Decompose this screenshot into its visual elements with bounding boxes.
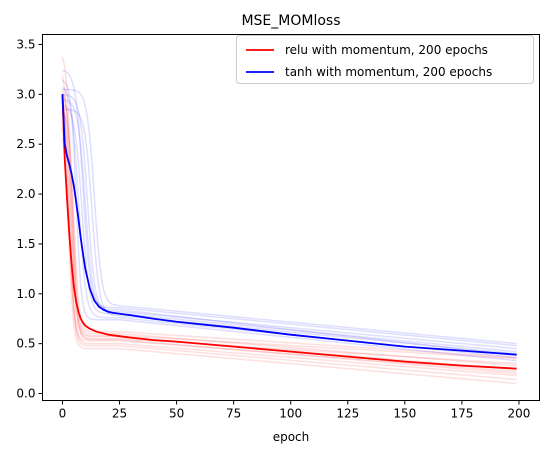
run-line <box>62 79 517 362</box>
run-line <box>61 94 517 381</box>
x-tick-label: 100 <box>279 407 302 421</box>
run-line <box>61 75 517 365</box>
run-line <box>61 56 517 360</box>
y-tick-label: 3.0 <box>16 87 35 101</box>
run-line <box>61 93 517 367</box>
run-line <box>61 89 517 375</box>
y-tick-label: 0.5 <box>16 337 35 351</box>
x-tick-label: 25 <box>112 407 127 421</box>
run-line <box>61 137 517 373</box>
mean-series <box>61 94 517 370</box>
y-tick-label: 3.5 <box>16 37 35 51</box>
y-tick-label: 0.0 <box>16 387 35 401</box>
y-tick-label: 2.5 <box>16 137 35 151</box>
chart-title: MSE_MOMloss <box>241 13 340 29</box>
legend-label-relu: relu with momentum, 200 epochs <box>285 43 488 57</box>
y-axis: 0.0 0.5 1.0 1.5 2.0 2.5 3.0 3.5 <box>16 37 43 401</box>
series-line-tanh <box>61 94 517 356</box>
legend-box <box>236 35 534 84</box>
legend-label-tanh: tanh with momentum, 200 epochs <box>285 65 492 79</box>
y-tick-label: 1.5 <box>16 237 35 251</box>
run-line <box>61 111 517 359</box>
x-tick-label: 175 <box>450 407 473 421</box>
y-tick-label: 1.0 <box>16 287 35 301</box>
run-line <box>62 69 517 347</box>
series-line-relu <box>61 94 517 370</box>
x-tick-label: 200 <box>508 407 531 421</box>
y-tick-label: 2.0 <box>16 187 35 201</box>
legend: relu with momentum, 200 epochs tanh with… <box>236 35 534 84</box>
run-line <box>62 88 517 345</box>
run-line <box>62 93 517 350</box>
run-line <box>62 98 517 357</box>
x-tick-label: 150 <box>393 407 416 421</box>
x-tick-label: 125 <box>336 407 359 421</box>
x-axis: 0 25 50 75 100 125 150 175 200 <box>59 400 531 421</box>
x-tick-label: 0 <box>59 407 67 421</box>
x-tick-label: 75 <box>226 407 241 421</box>
run-line <box>61 95 517 377</box>
run-line <box>61 127 517 385</box>
x-axis-label: epoch <box>273 430 310 444</box>
run-line <box>62 108 517 355</box>
x-tick-label: 50 <box>169 407 184 421</box>
